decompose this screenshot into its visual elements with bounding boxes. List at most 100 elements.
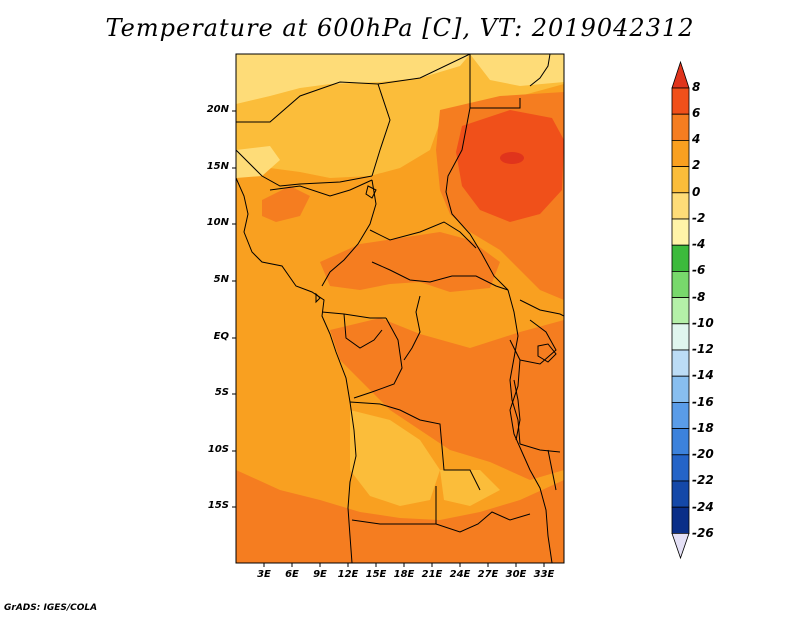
lon-label-9e: 9E [313, 569, 327, 580]
lon-label-24e: 24E [449, 569, 471, 580]
lon-label-6e: 6E [285, 569, 299, 580]
map-frame [235, 53, 565, 564]
colorbar-label-m10: -10 [692, 316, 714, 330]
coastline-east [509, 339, 553, 563]
field-central-warm [320, 232, 500, 292]
border-car-south [371, 261, 509, 291]
colorbar-bin-m6-m4 [671, 244, 690, 272]
border-chad-car [369, 221, 477, 249]
lat-label-20n: 20N [206, 104, 229, 115]
border-zambia [435, 486, 531, 533]
colorbar-label-4: 4 [692, 132, 701, 146]
border-mali-niger [236, 149, 373, 187]
colorbar-label-2: 2 [692, 158, 701, 172]
colorbar-label-m4: -4 [692, 237, 706, 251]
colorbar-bin-2-4 [671, 139, 690, 167]
border-libya-egypt [469, 54, 521, 109]
border-drc-angola [349, 401, 481, 491]
colorbar-label-8: 8 [692, 80, 701, 94]
colorbar-label-m12: -12 [692, 342, 714, 356]
lon-label-30e: 30E [505, 569, 527, 580]
colorbar-label-m14: -14 [692, 368, 714, 382]
lon-ticks [263, 563, 545, 567]
lon-label-15e: 15E [365, 569, 387, 580]
field-nigeria-warm [262, 186, 310, 222]
colorbar-bin-m16-m14 [671, 375, 690, 403]
colorbar-label-m2: -2 [692, 211, 706, 225]
lon-label-3e: 3E [257, 569, 271, 580]
border-algeria-niger [236, 54, 471, 123]
lon-label-12e: 12E [337, 569, 359, 580]
lon-label-21e: 21E [421, 569, 443, 580]
colorbar-label-m24: -24 [692, 500, 714, 514]
field-southwest-warm [236, 470, 564, 563]
lat-ticks [232, 110, 236, 508]
field-congo-warm [330, 318, 564, 480]
colorbar-bin-6-8 [671, 87, 690, 115]
colorbar-label-m18: -18 [692, 421, 714, 435]
lake-victoria [537, 343, 557, 363]
colorbar-label-m6: -6 [692, 263, 706, 277]
colorbar-cap-top [671, 60, 690, 89]
boundaries [236, 54, 564, 563]
border-nigeria-cameroon [321, 179, 377, 287]
colorbar-bin-m12-m10 [671, 323, 690, 351]
colorbar-label-6: 6 [692, 106, 701, 120]
congo-river [403, 295, 421, 361]
border-congo-drc [353, 317, 403, 399]
colorbar-bin-m14-m12 [671, 349, 690, 377]
colorbar-bin-m24-m22 [671, 480, 690, 508]
lake-chad [365, 185, 377, 199]
colorbar-bin-m8-m6 [671, 270, 690, 298]
border-angola-namibia [351, 519, 436, 525]
colorbar-bin-4-6 [671, 113, 690, 141]
border-gabon-congo [343, 313, 383, 349]
lat-label-10n: 10N [206, 217, 229, 228]
field-east-hotspot [500, 152, 524, 164]
colorbar-label-m22: -22 [692, 473, 714, 487]
colorbar-label-0: 0 [692, 185, 701, 199]
lake-malawi [547, 449, 557, 491]
lon-label-18e: 18E [393, 569, 415, 580]
lat-label-eq: EQ [213, 331, 229, 342]
border-east-africa [519, 299, 564, 317]
temperature-field [236, 54, 564, 563]
lat-label-5s: 5S [214, 387, 229, 398]
lon-label-33e: 33E [533, 569, 555, 580]
coastline-west [236, 177, 357, 563]
lat-label-15n: 15N [206, 161, 229, 172]
colorbar [671, 60, 690, 560]
field-west-pale [236, 146, 280, 178]
colorbar-bin-0-2 [671, 166, 690, 194]
colorbar-bin-m2-0 [671, 192, 690, 220]
lake-tanganyika [513, 379, 521, 441]
colorbar-bin-m26-m24 [671, 506, 690, 534]
field-east-hot [456, 110, 564, 222]
colorbar-bin-m10-m8 [671, 297, 690, 325]
border-cameroon-south [321, 311, 386, 319]
border-niger-chad [371, 83, 391, 177]
lat-label-5n: 5N [213, 274, 229, 285]
border-drc-east [507, 289, 521, 445]
red-sea-coast [529, 54, 551, 87]
colorbar-bin-m18-m16 [671, 401, 690, 429]
border-tanzania [519, 443, 561, 453]
colorbar-cap-bottom [671, 533, 690, 560]
border-chad-sudan [445, 107, 509, 291]
colorbar-bin-m4-m2 [671, 218, 690, 246]
border-nigeria-north [269, 179, 373, 197]
colorbar-label-m16: -16 [692, 395, 714, 409]
lat-label-10s: 10S [207, 444, 229, 455]
field-north-coolest [236, 54, 470, 104]
border-uganda [519, 319, 557, 365]
colorbar-bin-m20-m18 [671, 428, 690, 456]
field-zambia-cool [440, 470, 500, 506]
lon-label-27e: 27E [477, 569, 499, 580]
grads-credit: GrADS: IGES/COLA [4, 603, 98, 613]
colorbar-label-m26: -26 [692, 526, 714, 540]
colorbar-bin-m22-m20 [671, 454, 690, 482]
field-angola-cool [350, 410, 440, 506]
colorbar-label-m8: -8 [692, 290, 706, 304]
map-title: Temperature at 600hPa [C], VT: 201904231… [105, 14, 695, 42]
